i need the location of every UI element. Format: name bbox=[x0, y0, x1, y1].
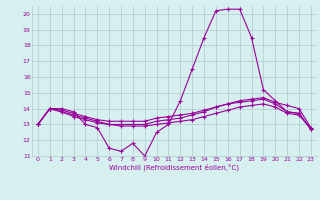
X-axis label: Windchill (Refroidissement éolien,°C): Windchill (Refroidissement éolien,°C) bbox=[109, 164, 239, 171]
